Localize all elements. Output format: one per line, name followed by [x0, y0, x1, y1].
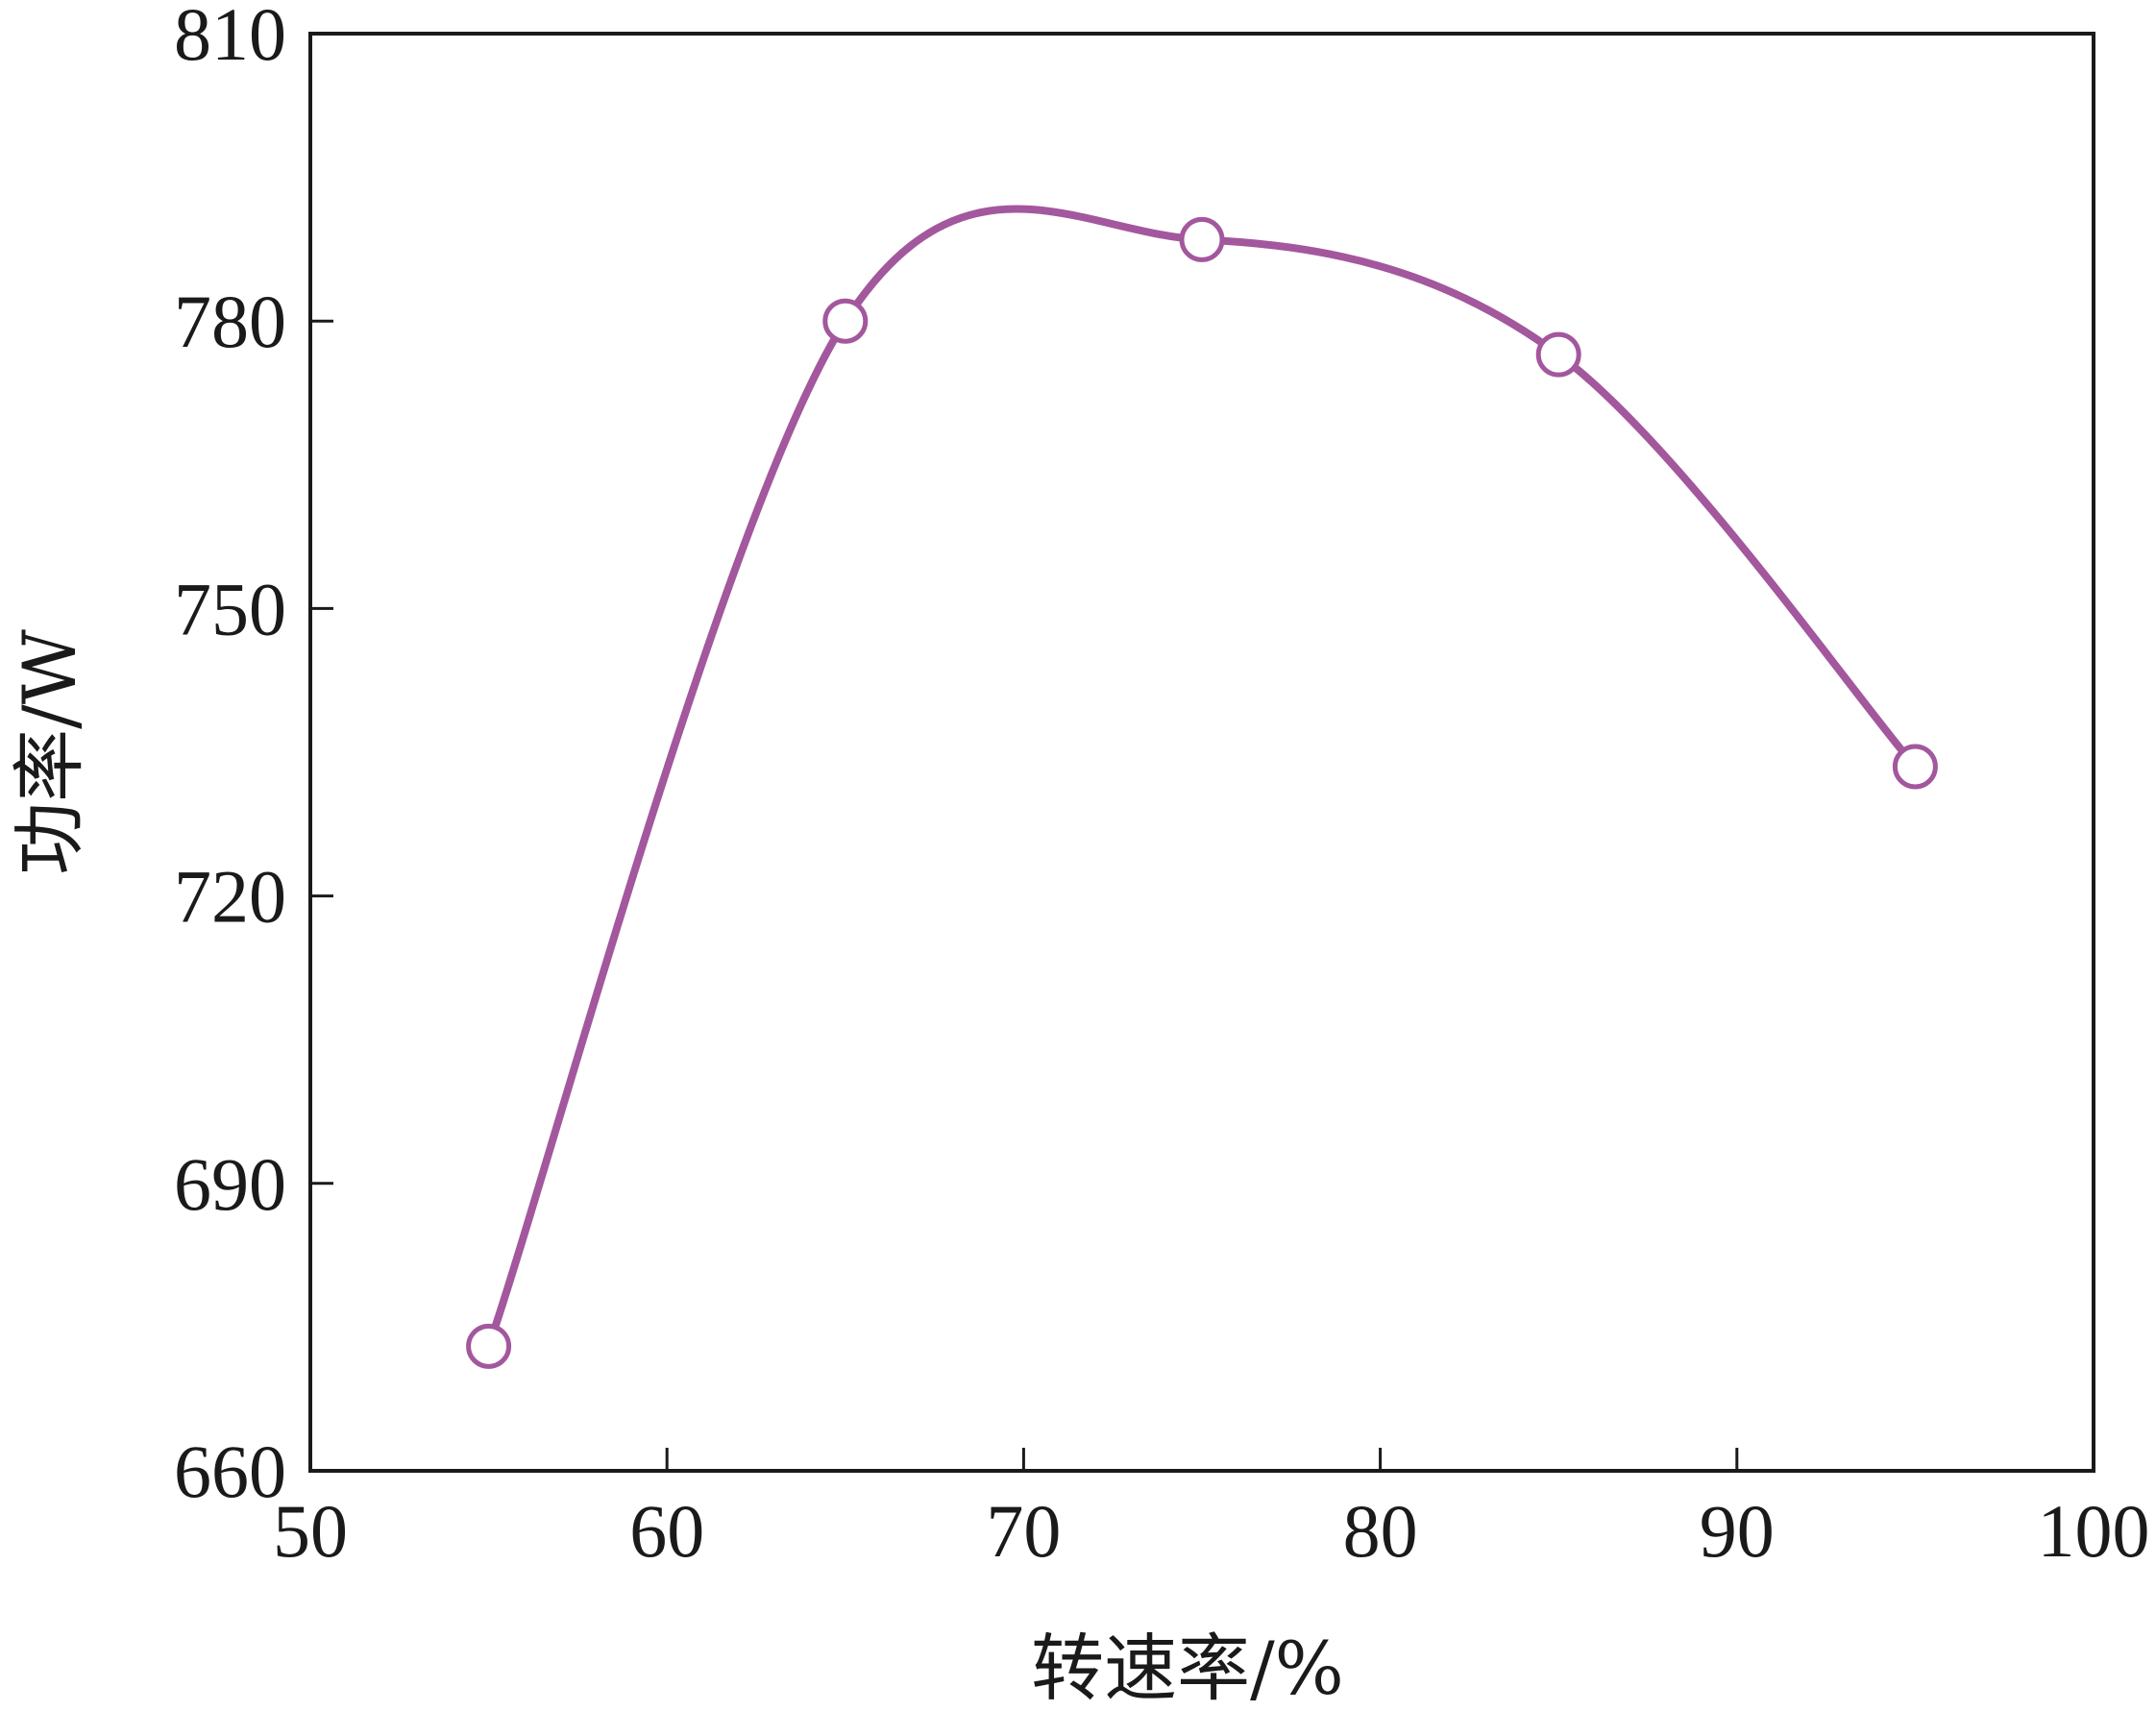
x-axis-ticks: 50 60 70 80 90 100 — [273, 1448, 2150, 1573]
x-tick-label: 70 — [986, 1489, 1061, 1573]
series-line — [484, 205, 1920, 1351]
x-tick-label: 60 — [629, 1489, 704, 1573]
x-tick-label: 80 — [1343, 1489, 1418, 1573]
plot-frame — [308, 32, 2095, 1473]
y-tick-label: 660 — [174, 1430, 286, 1513]
x-axis-title: 转速率/% — [1031, 1625, 1344, 1711]
data-point — [1535, 331, 1581, 378]
data-point — [822, 298, 869, 344]
x-tick-label: 100 — [2038, 1489, 2150, 1573]
y-axis-title: 功率/W — [7, 629, 92, 875]
y-tick-label: 720 — [174, 855, 286, 939]
y-tick-label: 690 — [174, 1142, 286, 1226]
y-tick-label: 810 — [174, 0, 286, 76]
marker-layer — [466, 216, 1938, 1369]
x-tick-label: 90 — [1700, 1489, 1775, 1573]
data-point — [1892, 744, 1938, 790]
y-tick-label: 780 — [174, 280, 286, 363]
data-point — [1179, 216, 1225, 262]
series-layer — [484, 205, 1920, 1351]
x-tick-label: 50 — [273, 1489, 348, 1573]
y-axis-ticks: 660 690 720 750 780 810 — [174, 0, 333, 1513]
y-tick-label: 750 — [174, 567, 286, 650]
data-point — [466, 1323, 512, 1369]
